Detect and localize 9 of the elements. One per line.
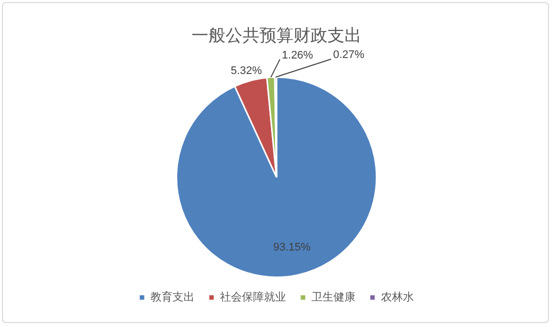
data-label: 5.32% — [230, 64, 262, 77]
chart-title: 一般公共预算财政支出 — [192, 26, 362, 45]
data-label: 93.15% — [273, 242, 311, 254]
legend-label: 社会保障就业 — [220, 290, 286, 304]
legend-label: 教育支出 — [150, 290, 194, 304]
legend-label: 农林水 — [381, 290, 414, 304]
data-label: 0.27% — [333, 49, 364, 62]
legend-label: 卫生健康 — [312, 290, 356, 304]
data-label: 1.26% — [282, 49, 314, 62]
